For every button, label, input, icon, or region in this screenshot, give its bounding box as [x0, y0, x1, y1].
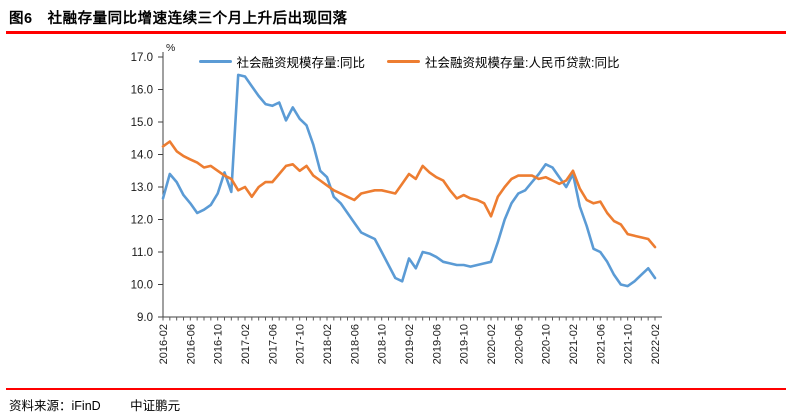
x-tick-label: 2016-02	[158, 324, 170, 364]
y-tick-label: 15.0	[131, 117, 153, 129]
y-tick-label: 13.0	[131, 182, 153, 194]
x-tick-label: 2018-10	[377, 324, 389, 364]
y-tick-label: 14.0	[131, 150, 153, 162]
x-tick-label: 2017-02	[240, 324, 252, 364]
figure-title: 图6 社融存量同比增速连续三个月上升后出现回落	[9, 11, 348, 27]
chart-legend: 社会融资规模存量:同比 社会融资规模存量:人民币贷款:同比	[163, 52, 655, 71]
y-tick-label: 9.0	[137, 312, 153, 324]
x-tick-label: 2022-02	[650, 324, 662, 364]
legend-label-aggregate-financing: 社会融资规模存量:同比	[236, 56, 366, 70]
brand-text: 中证鹏元	[130, 399, 181, 413]
footer-divider-rule	[6, 388, 786, 390]
source-text: 资料来源：iFinD	[9, 399, 101, 413]
x-tick-label: 2021-06	[595, 324, 607, 364]
y-axis-ticks: 17.0 16.0 15.0 14.0 13.0 12.0 11.0 10.0 9.0	[131, 52, 163, 324]
y-axis-unit-label: %	[166, 42, 175, 54]
title-divider-rule	[6, 31, 786, 34]
orange-line-swatch-icon	[387, 59, 421, 64]
legend-label-rmb-loans: 社会融资规模存量:人民币贷款:同比	[425, 56, 620, 70]
y-tick-label: 16.0	[131, 85, 153, 97]
source-note: 资料来源：iFinD 中证鹏元	[9, 395, 180, 414]
x-tick-label: 2019-10	[459, 324, 471, 364]
x-axis-ticks: 2016-02 2016-06 2016-10 2017-02 2017-06 2017-…	[158, 317, 662, 364]
x-tick-label: 2019-02	[404, 324, 416, 364]
x-tick-label: 2016-06	[185, 324, 197, 364]
x-tick-label: 2020-06	[513, 324, 525, 364]
blue-line-swatch-icon	[198, 59, 232, 64]
legend-item-rmb-loans: 社会融资规模存量:人民币贷款:同比	[387, 52, 619, 71]
x-tick-label: 2017-06	[267, 324, 279, 364]
aggregate-financing-yoy-line	[161, 73, 657, 288]
y-tick-label: 11.0	[131, 247, 153, 259]
axes	[162, 52, 662, 318]
legend-item-aggregate-financing: 社会融资规模存量:同比	[198, 52, 366, 71]
x-tick-label: 2018-06	[349, 324, 361, 364]
x-tick-label: 2018-02	[322, 324, 334, 364]
y-tick-label: 12.0	[131, 215, 153, 227]
x-tick-label: 2016-10	[213, 324, 225, 364]
x-tick-label: 2017-10	[295, 324, 307, 364]
x-tick-label: 2021-02	[568, 324, 580, 364]
rmb-loans-yoy-line	[161, 140, 657, 249]
x-tick-label: 2020-10	[541, 324, 553, 364]
y-tick-label: 17.0	[131, 52, 153, 64]
x-tick-label: 2019-06	[431, 324, 443, 364]
x-tick-label: 2021-10	[623, 324, 635, 364]
x-tick-label: 2020-02	[486, 324, 498, 364]
y-tick-label: 10.0	[131, 280, 153, 292]
